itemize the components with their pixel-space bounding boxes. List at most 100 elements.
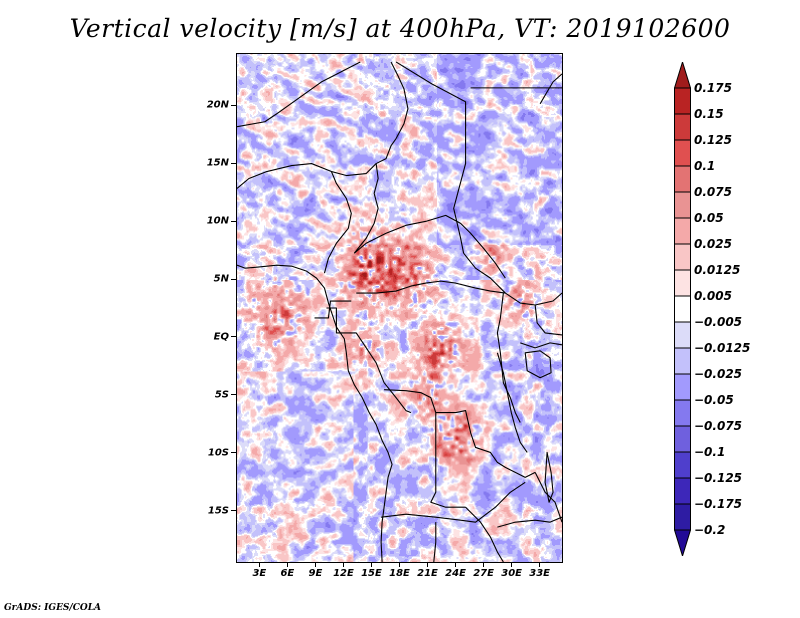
colorbar-box xyxy=(674,217,691,245)
country-borders xyxy=(237,61,562,562)
x-tick-mark xyxy=(258,563,260,567)
colorbar-level-label: −0.125 xyxy=(694,471,743,485)
vertical-velocity-field xyxy=(237,54,562,562)
y-tick-mark xyxy=(231,220,236,222)
border-drc-north xyxy=(356,280,506,294)
x-tick-mark xyxy=(370,563,372,567)
border-congo xyxy=(326,307,412,414)
y-tick-label: 15N xyxy=(206,157,229,169)
coastline-west xyxy=(237,264,393,562)
colorbar-svg xyxy=(674,62,691,556)
x-tick-mark xyxy=(399,563,400,567)
colorbar-box xyxy=(674,191,691,219)
colorbar-level-label: 0.0125 xyxy=(694,263,741,277)
x-tick-label: 27E xyxy=(473,568,494,579)
border-zambia-south xyxy=(465,506,504,562)
colorbar-box xyxy=(674,373,691,401)
colorbar-box xyxy=(674,295,691,323)
y-tick-label: 5S xyxy=(214,389,229,401)
colorbar-level-label: −0.005 xyxy=(694,315,743,329)
colorbar-level-label: 0.175 xyxy=(694,81,732,95)
x-tick-mark xyxy=(427,563,429,567)
colorbar-box xyxy=(674,477,691,505)
x-tick-mark xyxy=(455,563,457,567)
y-tick-label: 10S xyxy=(207,447,229,459)
x-tick-label: 12E xyxy=(333,568,354,579)
border-libya-chad xyxy=(395,61,467,194)
x-tick-label: 3E xyxy=(252,568,267,579)
x-tick-label: 24E xyxy=(445,568,466,579)
colorbar-level-label: 0.025 xyxy=(694,237,732,251)
colorbar-box xyxy=(674,503,691,531)
border-zimbabwe xyxy=(497,516,562,528)
border-namibia xyxy=(381,481,526,523)
border-drc-angola xyxy=(384,389,536,478)
x-tick-mark xyxy=(483,563,485,567)
colorbar-box xyxy=(674,165,691,193)
y-tick-label: 5N xyxy=(213,273,229,285)
border-cameroon-chad xyxy=(353,163,379,254)
border-chad-sudan xyxy=(453,193,465,254)
colorbar-level-label: −0.175 xyxy=(694,497,743,511)
colorbar-box xyxy=(674,451,691,479)
border-drc-east xyxy=(496,292,521,423)
x-tick-label: 21E xyxy=(417,568,438,579)
colorbar-box xyxy=(674,139,691,167)
x-tick-mark xyxy=(511,563,513,567)
colorbar-box xyxy=(674,87,691,115)
y-tick-mark xyxy=(231,452,236,454)
x-tick-label: 33E xyxy=(529,568,551,579)
colorbar-box xyxy=(674,269,691,297)
border-tanzania xyxy=(520,342,562,349)
border-mozambique xyxy=(534,472,562,523)
colorbar-box xyxy=(674,399,691,427)
colorbar-box xyxy=(674,243,691,271)
colorbar-level-label: 0.005 xyxy=(694,289,732,303)
colorbar-level-label: 0.15 xyxy=(694,107,724,121)
y-tick-label: 20N xyxy=(206,99,229,111)
border-car xyxy=(353,214,506,279)
border-gabon xyxy=(314,300,352,319)
x-tick-mark xyxy=(286,563,288,567)
border-botswana xyxy=(433,522,437,562)
y-tick-label: 15S xyxy=(207,505,229,517)
border-south-sudan xyxy=(463,252,562,306)
colorbar-box xyxy=(674,321,691,349)
x-tick-mark xyxy=(539,563,541,567)
red-sea-coast xyxy=(539,73,562,105)
y-tick-mark xyxy=(231,336,236,338)
colorbar-level-label: −0.0125 xyxy=(694,341,751,355)
colorbar-level-label: 0.1 xyxy=(694,159,716,173)
x-tick-mark xyxy=(342,563,344,567)
y-tick-label: EQ xyxy=(213,331,229,343)
border-uganda-kenya xyxy=(534,304,562,336)
y-tick-mark xyxy=(231,104,236,106)
colorbar-box xyxy=(674,425,691,453)
x-tick-label: 6E xyxy=(280,568,295,579)
y-tick-mark xyxy=(231,394,236,396)
chart-title: Vertical velocity [m/s] at 400hPa, VT: 2… xyxy=(69,14,731,43)
colorbar-extend-min xyxy=(674,529,691,556)
colorbar-box xyxy=(674,113,691,141)
colorbar-level-label: −0.05 xyxy=(694,393,734,407)
border-nigeria-cameroon xyxy=(323,171,352,274)
y-tick-label: 10N xyxy=(206,215,229,227)
grads-credit: GrADS: IGES/COLA xyxy=(4,603,102,613)
y-tick-mark xyxy=(231,162,236,164)
border-niger-chad xyxy=(237,61,361,128)
colorbar-level-label: −0.075 xyxy=(694,419,743,433)
y-tick-mark xyxy=(231,510,236,512)
x-tick-label: 18E xyxy=(389,568,410,579)
colorbar-level-label: 0.125 xyxy=(694,133,732,147)
colorbar-level-label: −0.025 xyxy=(694,367,743,381)
x-tick-label: 30E xyxy=(501,568,522,579)
lake-victoria xyxy=(524,350,552,379)
x-tick-label: 15E xyxy=(361,568,382,579)
x-tick-label: 9E xyxy=(308,568,323,579)
map-plot-area xyxy=(236,53,563,563)
colorbar-level-label: 0.075 xyxy=(694,185,732,199)
border-angola-zambia xyxy=(430,412,466,508)
y-tick-mark xyxy=(231,278,236,280)
colorbar-box xyxy=(674,347,691,375)
colorbar-extend-max xyxy=(674,62,691,89)
